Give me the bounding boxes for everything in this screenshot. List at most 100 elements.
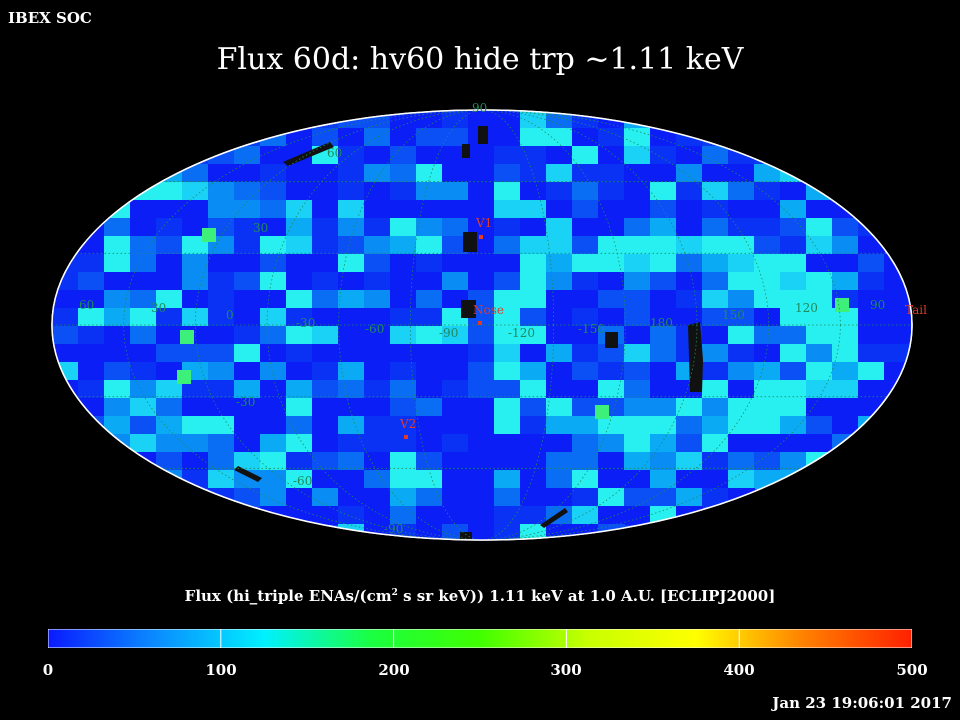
flux-pixel	[650, 380, 677, 399]
flux-pixel	[442, 488, 469, 507]
flux-pixel	[624, 398, 651, 417]
flux-pixel	[104, 380, 131, 399]
lon-label: -60	[365, 322, 384, 336]
flux-pixel	[702, 146, 729, 165]
flux-pixel	[390, 308, 417, 327]
flux-pixel	[546, 146, 573, 165]
flux-pixel	[624, 254, 651, 273]
flux-pixel	[754, 290, 781, 309]
flux-pixel	[572, 128, 599, 147]
flux-pixel	[650, 254, 677, 273]
flux-pixel	[442, 434, 469, 453]
flux-pixel	[208, 362, 235, 381]
flux-pixel	[208, 434, 235, 453]
flux-pixel	[156, 218, 183, 237]
flux-pixel	[572, 254, 599, 273]
flux-pixel	[884, 344, 911, 363]
flux-pixel	[442, 452, 469, 471]
flux-pixel	[468, 380, 495, 399]
flux-pixel	[104, 326, 131, 345]
flux-pixel	[780, 236, 807, 255]
flux-pixel	[494, 146, 521, 165]
flux-pixel	[208, 164, 235, 183]
data-gap	[462, 144, 470, 158]
markers: V1 Nose V2 Tail	[399, 216, 927, 439]
flux-pixel	[260, 290, 287, 309]
colorbar-tick: 400	[723, 661, 755, 679]
flux-pixel	[260, 182, 287, 201]
flux-pixel	[572, 326, 599, 345]
flux-pixel	[442, 128, 469, 147]
flux-pixel	[780, 326, 807, 345]
flux-pixel	[546, 236, 573, 255]
lon-label: -90	[439, 326, 458, 340]
flux-pixel	[208, 182, 235, 201]
flux-pixel	[546, 218, 573, 237]
flux-pixel	[754, 200, 781, 219]
flux-pixel	[624, 434, 651, 453]
flux-pixel	[806, 254, 833, 273]
flux-pixel	[650, 218, 677, 237]
lat-label: 60	[327, 146, 342, 160]
flux-pixel	[130, 254, 157, 273]
flux-pixel	[806, 272, 833, 291]
flux-pixel	[78, 290, 105, 309]
flux-pixel	[494, 254, 521, 273]
colorbar-fill	[48, 629, 912, 648]
flux-pixel	[286, 398, 313, 417]
flux-pixel	[520, 326, 547, 345]
flux-pixel	[364, 272, 391, 291]
flux-pixel	[650, 146, 677, 165]
flux-pixel	[234, 146, 261, 165]
flux-pixel	[520, 200, 547, 219]
flux-pixel	[364, 506, 391, 525]
flux-pixel	[598, 290, 625, 309]
flux-pixel	[416, 218, 443, 237]
flux-pixel	[390, 182, 417, 201]
flux-pixel	[364, 380, 391, 399]
flux-pixel	[624, 326, 651, 345]
lat-label: -60	[293, 474, 312, 488]
flux-pixel	[520, 236, 547, 255]
flux-pixel	[416, 434, 443, 453]
flux-pixel	[468, 416, 495, 435]
flux-pixel	[312, 164, 339, 183]
flux-pixel	[702, 398, 729, 417]
flux-pixel	[442, 236, 469, 255]
data-gap	[283, 142, 334, 166]
flux-pixel	[676, 398, 703, 417]
tail-label: Tail	[905, 303, 927, 317]
flux-pixel	[286, 236, 313, 255]
flux-pixel	[884, 362, 911, 381]
flux-pixel	[624, 272, 651, 291]
colorbar-label: Flux (hi_triple ENAs/(cm2 s sr keV)) 1.1…	[0, 587, 960, 605]
lon-label: 60	[79, 298, 94, 312]
flux-pixel	[312, 326, 339, 345]
flux-pixel	[442, 326, 469, 345]
flux-pixel	[156, 182, 183, 201]
flux-pixel	[546, 182, 573, 201]
flux-pixel	[208, 398, 235, 417]
flux-pixel	[286, 254, 313, 273]
flux-pixel	[104, 362, 131, 381]
flux-pixel	[884, 326, 911, 345]
flux-pixel	[312, 398, 339, 417]
flux-pixel	[312, 452, 339, 471]
flux-pixel	[208, 452, 235, 471]
flux-pixel	[676, 434, 703, 453]
flux-pixel	[572, 488, 599, 507]
flux-pixel	[338, 164, 365, 183]
flux-pixel	[520, 110, 547, 129]
flux-pixel	[208, 254, 235, 273]
flux-pixel	[754, 416, 781, 435]
flux-pixel	[468, 344, 495, 363]
flux-pixel	[156, 434, 183, 453]
flux-pixel	[130, 344, 157, 363]
flux-pixel	[234, 272, 261, 291]
flux-pixel	[260, 434, 287, 453]
flux-pixel	[130, 218, 157, 237]
flux-pixel	[520, 128, 547, 147]
flux-pixel	[702, 416, 729, 435]
flux-pixel	[702, 380, 729, 399]
flux-pixel	[858, 344, 885, 363]
